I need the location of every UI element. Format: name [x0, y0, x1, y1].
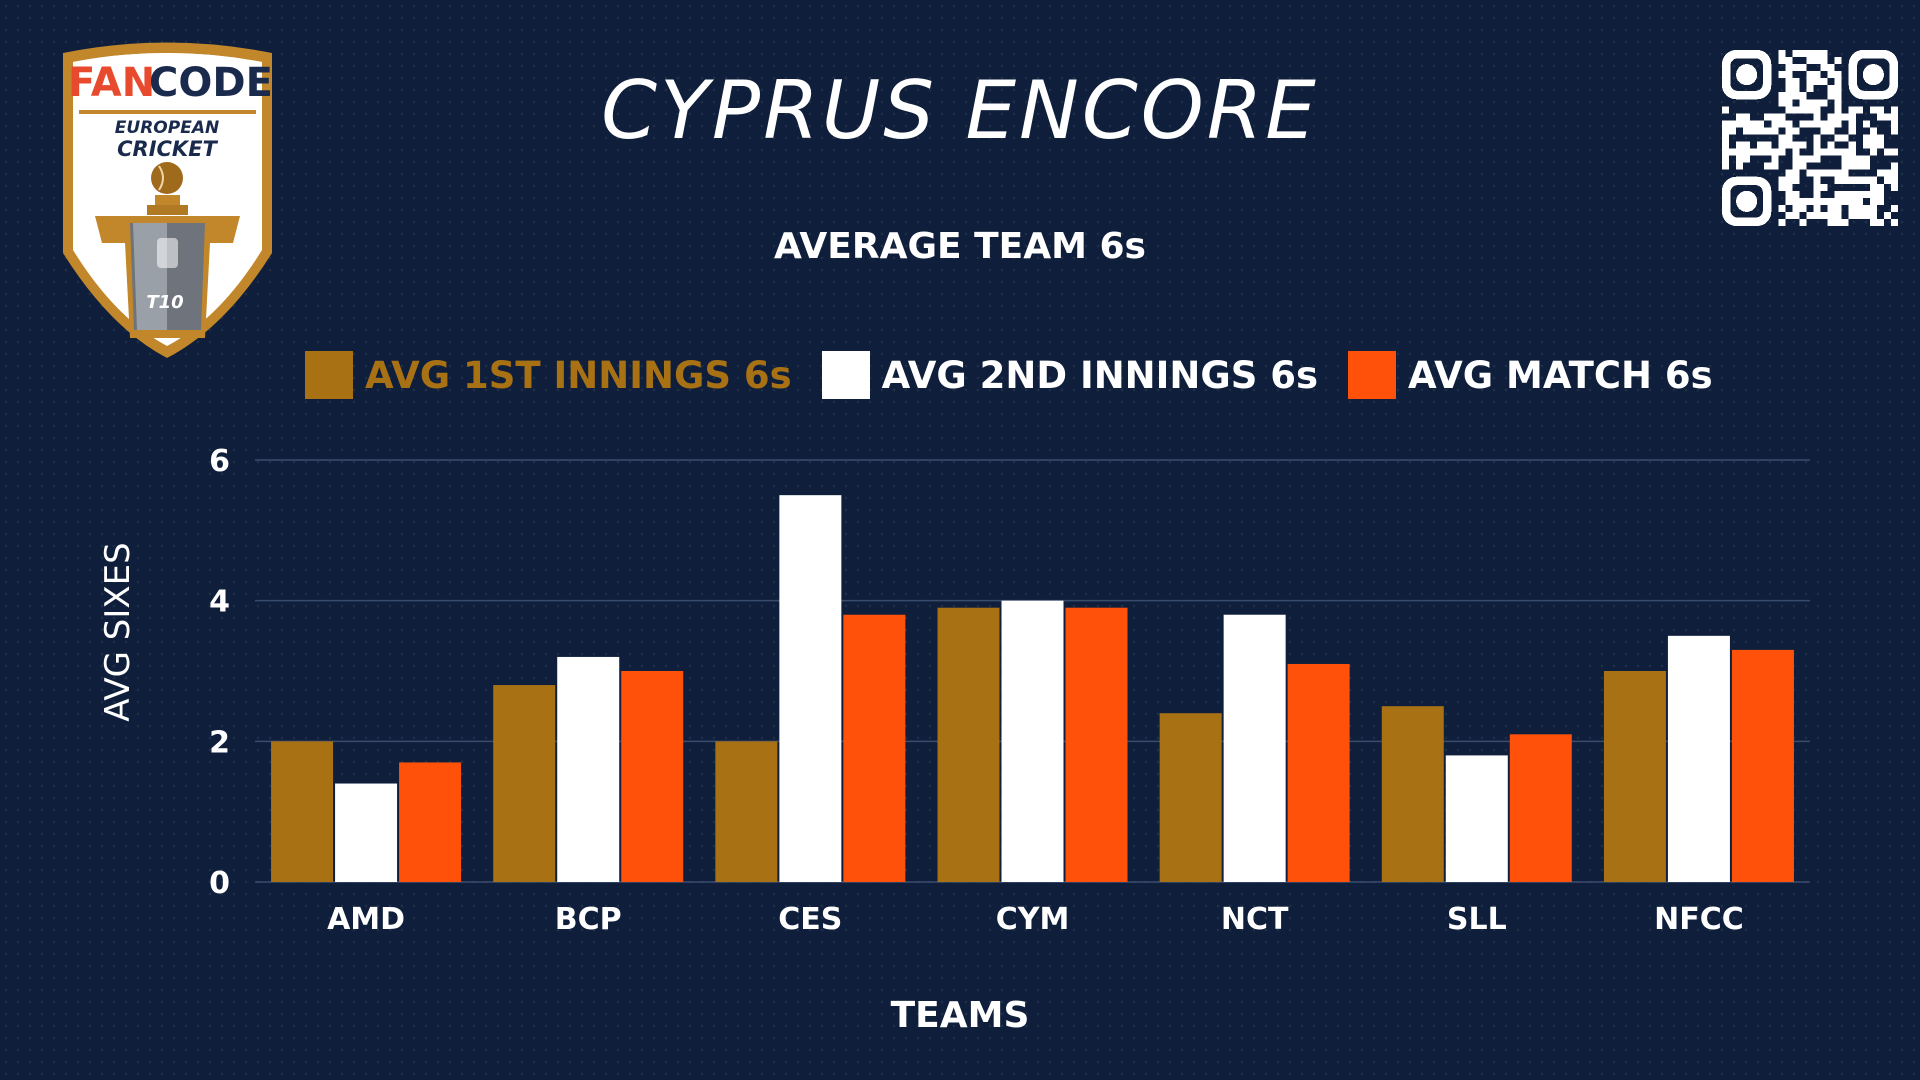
logo-text-cricket: CRICKET	[117, 137, 218, 161]
logo-badge-t10: T10	[146, 292, 183, 313]
y-axis-label: AVG SIXES	[98, 542, 138, 722]
bar-second-innings-ces	[779, 495, 842, 882]
x-tick-label: SLL	[1447, 902, 1507, 937]
bar-match-nct	[1287, 663, 1350, 882]
legend-label-second-innings: AVG 2ND INNINGS 6s	[881, 353, 1319, 397]
legend-swatch-first-innings	[305, 351, 353, 399]
chart-legend: AVG 1ST INNINGS 6s AVG 2ND INNINGS 6s AV…	[305, 349, 1743, 401]
bar-second-innings-nfcc	[1667, 635, 1730, 882]
legend-item-first-innings: AVG 1ST INNINGS 6s	[305, 351, 792, 399]
bar-second-innings-bcp	[557, 656, 620, 882]
x-tick-label: AMD	[327, 902, 405, 937]
x-axis-label: TEAMS	[890, 995, 1030, 1036]
qr-code-icon[interactable]	[1722, 50, 1898, 226]
headline-title: CYPRUS ENCORE	[601, 64, 1319, 157]
bar-match-sll	[1509, 734, 1572, 882]
bar-second-innings-amd	[335, 783, 398, 882]
y-tick-label: 2	[209, 725, 230, 760]
bar-match-ces	[843, 614, 906, 882]
bar-first-innings-amd	[271, 741, 334, 882]
bar-first-innings-nfcc	[1603, 671, 1666, 882]
bar-first-innings-ces	[715, 741, 778, 882]
x-tick-label: NCT	[1221, 902, 1289, 937]
x-tick-label: CYM	[996, 902, 1070, 937]
legend-label-match: AVG MATCH 6s	[1408, 353, 1713, 397]
bar-second-innings-cym	[1001, 600, 1064, 882]
bar-match-cym	[1065, 607, 1128, 882]
legend-swatch-second-innings	[821, 351, 870, 399]
legend-item-match: AVG MATCH 6s	[1348, 351, 1713, 399]
fancode-european-cricket-logo: FAN CODE EUROPEAN CRICKET T10	[63, 42, 273, 358]
logo-brand-fan: FAN	[68, 60, 155, 106]
y-tick-label: 6	[209, 444, 230, 479]
bar-second-innings-nct	[1223, 614, 1286, 882]
bar-first-innings-sll	[1381, 706, 1444, 882]
legend-swatch-match	[1348, 351, 1397, 399]
y-tick-label: 4	[209, 585, 230, 620]
bar-match-bcp	[621, 671, 684, 882]
logo-brand-code: CODE	[149, 60, 273, 106]
chart-title: AVERAGE TEAM 6s	[774, 226, 1146, 267]
bar-match-nfcc	[1731, 649, 1794, 882]
bar-first-innings-bcp	[493, 685, 556, 882]
bar-first-innings-nct	[1159, 713, 1222, 882]
bar-second-innings-sll	[1445, 755, 1508, 882]
logo-text-european: EUROPEAN	[115, 118, 219, 138]
bar-match-amd	[399, 762, 462, 882]
x-tick-label: BCP	[555, 902, 622, 937]
legend-item-second-innings: AVG 2ND INNINGS 6s	[821, 351, 1319, 399]
bar-first-innings-cym	[937, 607, 1000, 882]
y-tick-label: 0	[209, 866, 230, 901]
legend-label-first-innings: AVG 1ST INNINGS 6s	[365, 353, 792, 397]
x-tick-label: CES	[778, 902, 842, 937]
x-tick-label: NFCC	[1654, 902, 1744, 937]
